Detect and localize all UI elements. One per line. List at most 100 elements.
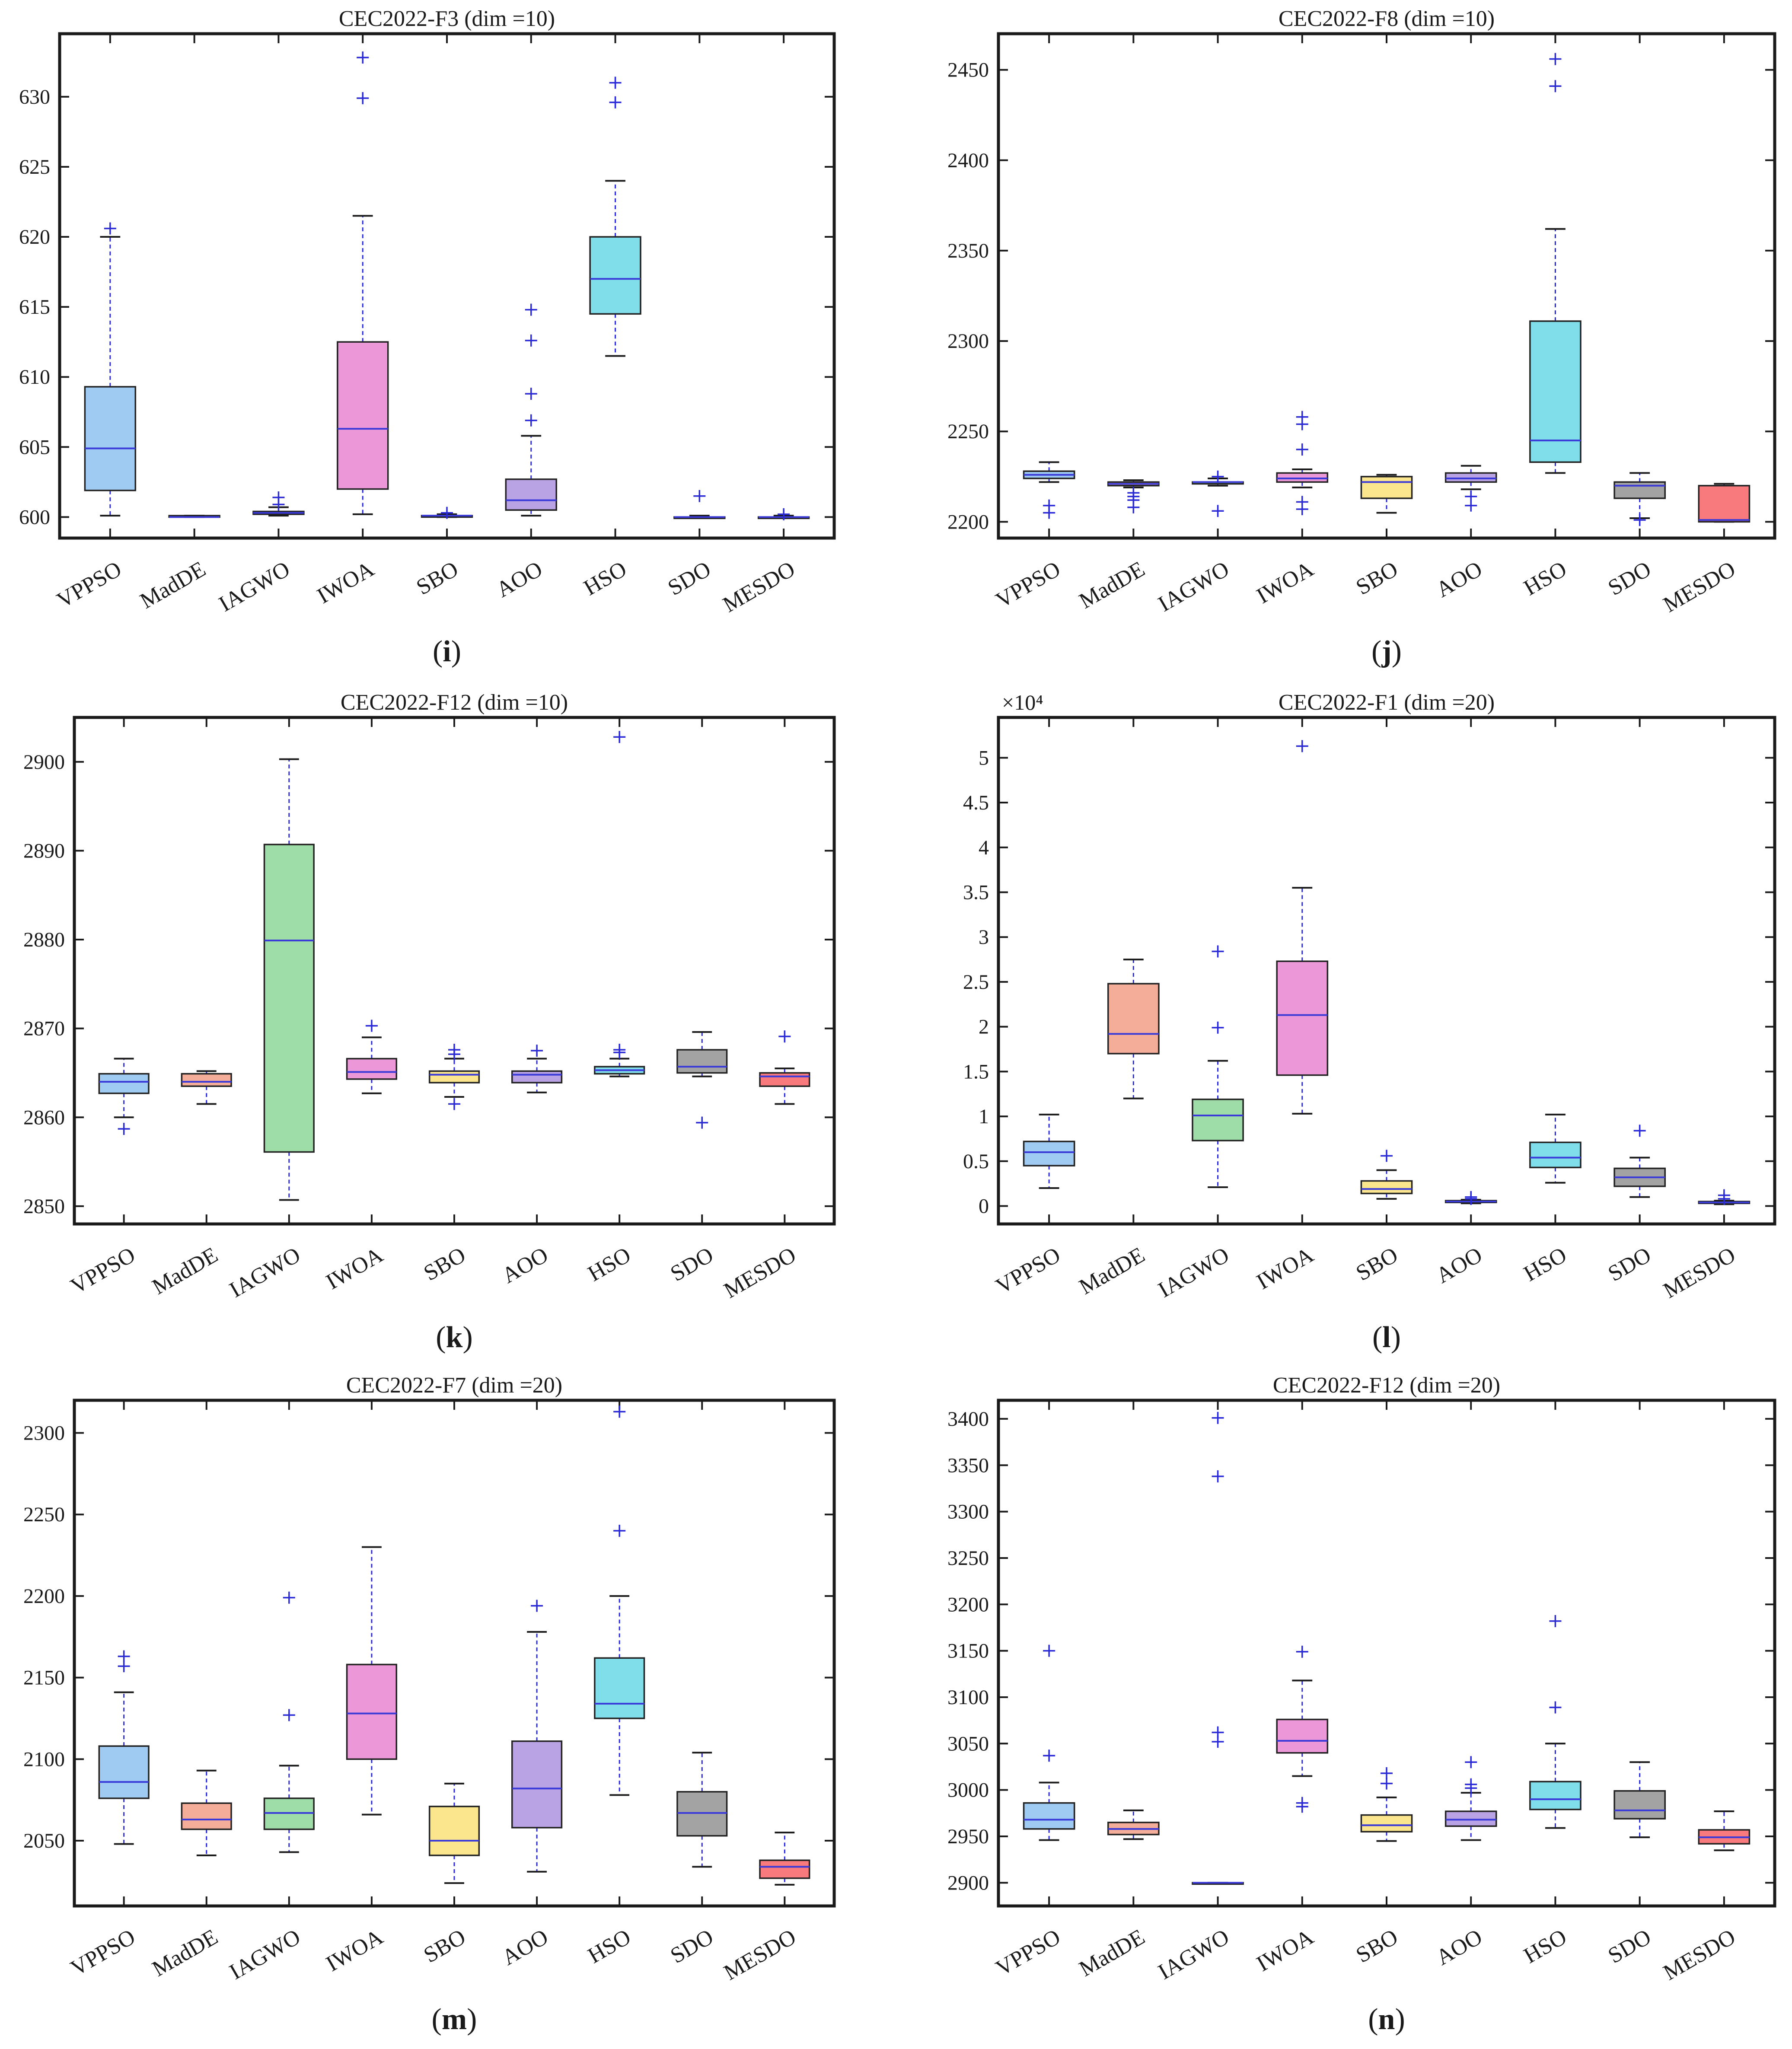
x-tick-label: MadDE <box>148 1925 222 1982</box>
x-tick-label: SDO <box>666 1243 718 1286</box>
y-tick-label: 2870 <box>23 1017 65 1040</box>
box-iqr <box>1276 1718 1329 1754</box>
panel-i: 600 605 610 615 620 625 630 VPPSO MadDE IAGWO IWOA… <box>19 6 836 668</box>
box-IWOA <box>346 1546 397 1816</box>
y-tick-label: 2050 <box>23 1829 65 1852</box>
box-iqr <box>337 341 389 490</box>
box-iqr <box>594 1657 645 1719</box>
x-tick-label: SBO <box>1352 557 1402 600</box>
outlier-marker <box>613 731 626 743</box>
y-tick-label: 2860 <box>23 1106 65 1129</box>
plot-frame <box>997 716 1776 1226</box>
box-MadDE <box>181 1070 232 1105</box>
outlier-marker <box>531 1600 543 1612</box>
x-tick-label: VPPSO <box>67 1925 140 1981</box>
x-tick-label: SDO <box>1604 1243 1655 1286</box>
box-iqr <box>1360 1180 1413 1195</box>
y-tick-label: 3 <box>979 926 989 949</box>
x-tick-label: IAGWO <box>225 1925 305 1985</box>
x-tick-label: HSO <box>584 1925 635 1968</box>
plot-frame <box>997 32 1776 540</box>
outlier-marker <box>1127 501 1140 513</box>
y-tick-label: 3350 <box>947 1454 989 1477</box>
outlier-marker <box>118 1650 130 1663</box>
box-VPPSO <box>98 1650 150 1845</box>
box-AOO <box>1444 465 1497 512</box>
outlier-marker <box>272 491 285 503</box>
y-tick-label: 2350 <box>947 239 989 262</box>
box-iqr <box>1023 1802 1075 1830</box>
outlier-marker <box>1465 1778 1477 1791</box>
x-tick-label: IWOA <box>322 1243 387 1294</box>
panel-label: (m) <box>432 2003 477 2036</box>
y-tick-label: 2900 <box>23 751 65 774</box>
outlier-marker <box>609 76 622 89</box>
outlier-marker <box>525 303 537 316</box>
box-SDO <box>673 490 726 519</box>
outlier-marker <box>1718 1189 1730 1201</box>
chart-title: CEC2022-F1 (dim =20) <box>1279 690 1495 715</box>
box-iqr <box>1613 481 1666 499</box>
y-tick-label: 2100 <box>23 1748 65 1771</box>
outlier-marker <box>283 1709 295 1721</box>
chart-title: CEC2022-F8 (dim =10) <box>1279 6 1495 31</box>
x-tick-label: HSO <box>1520 557 1571 600</box>
x-tick-label: SBO <box>1352 1243 1402 1286</box>
box-IWOA <box>1276 740 1329 1115</box>
outlier-marker <box>1212 945 1224 958</box>
x-tick-label: IWOA <box>1253 557 1318 609</box>
y-tick-label: 2.5 <box>963 971 989 994</box>
y-tick-label: 5 <box>979 746 989 769</box>
box-iqr <box>98 1745 150 1799</box>
outlier-marker <box>609 96 622 108</box>
outlier-marker <box>1549 1615 1562 1627</box>
x-tick-label: IAGWO <box>1154 557 1234 617</box>
box-iqr <box>1529 1781 1582 1810</box>
outlier-marker <box>1212 1412 1224 1424</box>
box-SBO <box>428 1043 480 1110</box>
box-iqr <box>1276 472 1329 483</box>
x-tick-label: VPPSO <box>992 1243 1065 1299</box>
x-tick-label: IWOA <box>1253 1925 1318 1976</box>
outlier-marker <box>1633 514 1646 526</box>
box-MadDE <box>1107 1809 1160 1840</box>
box-iqr <box>1360 476 1413 499</box>
box-HSO <box>594 1405 645 1796</box>
box-iqr <box>1613 1790 1666 1820</box>
y-tick-label: 0 <box>979 1195 989 1218</box>
box-iqr <box>1276 960 1329 1076</box>
x-tick-label: IAGWO <box>225 1243 305 1303</box>
y-tick-label: 605 <box>19 436 50 459</box>
outlier-marker <box>696 1116 708 1129</box>
x-tick-label: VPPSO <box>53 557 126 613</box>
outlier-marker <box>525 334 537 347</box>
box-iqr <box>98 1073 150 1094</box>
box-iqr <box>505 478 557 511</box>
y-tick-label: 3000 <box>947 1779 989 1802</box>
box-iqr <box>346 1663 397 1760</box>
box-iqr <box>511 1740 563 1829</box>
outlier-marker <box>1549 53 1562 65</box>
box-iqr <box>1529 1141 1582 1169</box>
box-iqr <box>1192 1098 1244 1141</box>
x-tick-label: AOO <box>1432 1925 1486 1970</box>
box-VPPSO <box>98 1058 150 1135</box>
x-tick-label: SDO <box>1604 557 1655 600</box>
panel-label: (j) <box>1371 635 1402 668</box>
chart-title: CEC2022-F7 (dim =20) <box>346 1373 562 1398</box>
outlier-marker <box>1465 1756 1477 1769</box>
box-SBO <box>1360 474 1413 514</box>
outlier-marker <box>357 92 369 105</box>
x-tick-label: MadDE <box>136 557 210 614</box>
y-tick-label: 620 <box>19 226 50 249</box>
outlier-marker <box>365 1020 378 1032</box>
x-tick-label: HSO <box>1520 1925 1571 1968</box>
box-SBO <box>1360 1767 1413 1842</box>
y-tick-label: 2450 <box>947 59 989 82</box>
box-IAGWO <box>1192 470 1244 517</box>
y-tick-label: 2250 <box>947 420 989 443</box>
outlier-marker <box>1465 499 1477 512</box>
x-tick-label: VPPSO <box>67 1243 140 1299</box>
box-SDO <box>676 1031 728 1129</box>
x-tick-label: HSO <box>584 1243 635 1286</box>
